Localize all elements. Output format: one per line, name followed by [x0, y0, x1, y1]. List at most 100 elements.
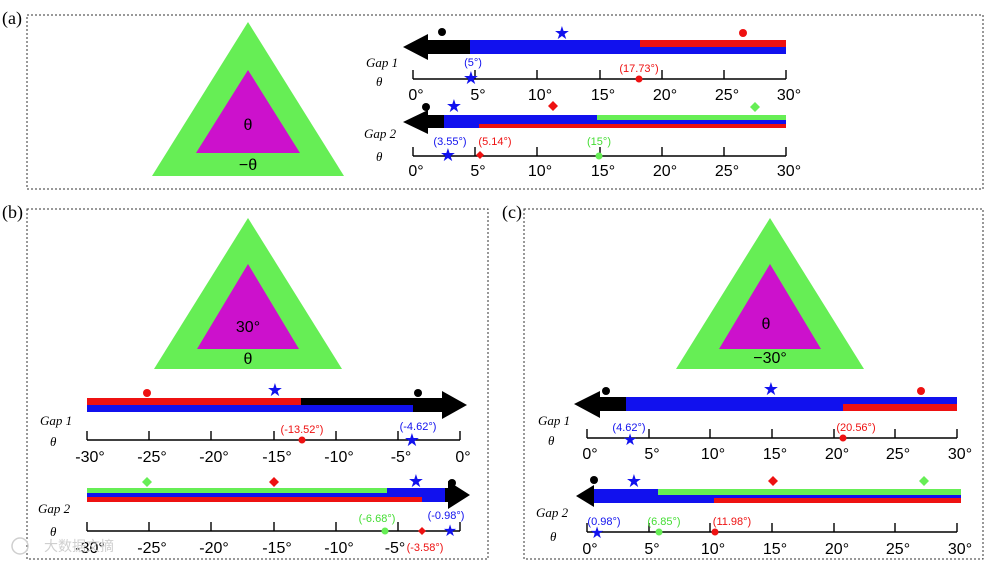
panel-c-gap2-theta: θ [550, 529, 557, 544]
panel-b-gap2-tick-0: -30° [75, 540, 105, 557]
svg-text:★: ★ [463, 68, 479, 88]
panel-a-gap2-tick-5: 25° [715, 163, 739, 180]
panel-a-gap1-tick-5: 25° [715, 87, 739, 104]
panel-b-gap1-theta: θ [50, 434, 57, 449]
panel-c-triangle: θ −30° [676, 218, 864, 369]
panel-a-gap1-tick-1: 5° [470, 87, 485, 104]
panel-a-gap1-tick-4: 20° [653, 87, 677, 104]
panel-c-gap1-tick-2: 10° [701, 446, 725, 463]
panel-c-gap2-tick-6: 30° [948, 541, 972, 558]
watermark: 大数据文摘 [11, 537, 114, 555]
panel-b-label: (b) [2, 202, 23, 223]
panel-b-gap2-ann-green: (-6.68°) [359, 513, 396, 525]
panel-b-gap1-tick-1: -25° [137, 449, 167, 466]
panel-c-gap1-tick-1: 5° [644, 446, 659, 463]
panel-c-gap1-theta: θ [548, 433, 555, 448]
panel-b-inner-label: 30° [236, 319, 260, 336]
panel-a-frame [26, 14, 984, 190]
panel-b-gap1-ann-blue: (-4.62°) [400, 421, 437, 433]
watermark-text: 大数据文摘 [44, 538, 114, 555]
panel-c-outer-label: −30° [753, 350, 787, 367]
panel-c-gap2: ★ Gap 2 θ (0.98°) ★ (6.85°) (11.98°) 0° … [536, 471, 972, 558]
panel-b-gap1-tick-3: -15° [262, 449, 292, 466]
svg-text:★: ★ [267, 380, 283, 400]
panel-b-gap1-tick-2: -20° [199, 449, 229, 466]
panel-a-gap1-ann-red: (17.73°) [619, 63, 658, 75]
panel-c-gap1-ann-red: (20.56°) [836, 422, 875, 434]
panel-a-gap2-ann-blue: (3.55°) [433, 136, 466, 148]
panel-a-gap2-tick-3: 15° [591, 163, 615, 180]
panel-b-gap2-tick-3: -15° [262, 540, 292, 557]
panel-a-gap1-ann-blue: (5°) [464, 57, 482, 69]
panel-a-gap2-label: Gap 2 [364, 126, 397, 141]
svg-text:★: ★ [440, 145, 456, 165]
svg-text:★: ★ [404, 430, 420, 450]
panel-a-gap2-ann-red: (5.14°) [478, 136, 511, 148]
panel-b-gap1: ★ Gap 1 θ (-13.52°) (-4.62°) ★ -30° -25°… [40, 380, 471, 466]
panel-b-gap2-theta: θ [50, 524, 57, 539]
panel-b-gap1-ann-red: (-13.52°) [281, 424, 324, 436]
panel-a-gap1-tick-0: 0° [408, 87, 423, 104]
panel-b-triangle: 30° θ [154, 218, 342, 369]
panel-b-outer-label: θ [244, 351, 253, 368]
panel-b-gap1-tick-4: -10° [324, 449, 354, 466]
panel-b-gap2-tick-1: -25° [137, 540, 167, 557]
svg-text:★: ★ [446, 96, 462, 116]
panel-c-gap2-tick-1: 5° [644, 541, 659, 558]
panel-c-gap2-ann-blue: (0.98°) [587, 516, 620, 528]
panel-b-gap1-tick-0: -30° [75, 449, 105, 466]
panel-b-gap2-ann-red: (-3.58°) [407, 542, 444, 554]
panel-c-inner-label: θ [762, 316, 771, 333]
panel-a-gap1-theta: θ [376, 74, 383, 89]
svg-text:★: ★ [443, 523, 457, 540]
panel-a-gap1: ★ Gap 1 θ (5°) ★ (17.73°) 0° 5° 10° 15° … [366, 23, 801, 104]
panel-a-gap2: ★ Gap 2 θ (3.55°) ★ (5.14°) (15°) 0° 5° … [364, 96, 801, 180]
panel-c-gap2-ann-green: (6.85°) [647, 516, 680, 528]
panel-a-gap1-tick-2: 10° [528, 87, 552, 104]
panel-a-gap2-tick-6: 30° [777, 163, 801, 180]
svg-text:★: ★ [554, 23, 570, 43]
panel-c-gap1-tick-0: 0° [582, 446, 597, 463]
panel-c-gap1-tick-3: 15° [763, 446, 787, 463]
panel-b-gap1-label: Gap 1 [40, 413, 72, 428]
panel-b-gap1-tick-6: 0° [455, 449, 470, 466]
panel-a-gap2-ann-green: (15°) [587, 136, 611, 148]
panel-a-gap2-tick-0: 0° [408, 163, 423, 180]
panel-b-gap2-tick-4: -10° [324, 540, 354, 557]
panel-c-gap1: ★ Gap 1 θ (4.62°) ★ (20.56°) 0° 5° 10° 1… [538, 379, 972, 463]
panel-c-gap2-tick-3: 15° [763, 541, 787, 558]
panel-c-gap1-tick-5: 25° [886, 446, 910, 463]
panel-a-gap2-tick-2: 10° [528, 163, 552, 180]
panel-c-gap2-tick-5: 25° [886, 541, 910, 558]
panel-b-gap2-tick-2: -20° [199, 540, 229, 557]
svg-text:★: ★ [590, 525, 604, 542]
panel-b-gap1-tick-5: -5° [391, 449, 412, 466]
panel-b-frame [26, 208, 489, 560]
panel-a-gap2-theta: θ [376, 149, 383, 164]
panel-c-gap2-tick-4: 20° [825, 541, 849, 558]
panel-b-gap2-tick-5: -5° [385, 540, 406, 557]
panel-c-gap1-tick-6: 30° [948, 446, 972, 463]
panel-a-label: (a) [2, 8, 22, 29]
svg-text:★: ★ [408, 471, 424, 491]
panel-c-label: (c) [502, 202, 522, 223]
panel-c-gap1-label: Gap 1 [538, 413, 570, 428]
svg-text:★: ★ [763, 379, 779, 399]
panel-b-gap2-ann-blue: (-0.98°) [428, 510, 465, 522]
svg-text:★: ★ [623, 432, 637, 449]
panel-a-gap1-tick-3: 15° [591, 87, 615, 104]
panel-a-gap2-tick-4: 20° [653, 163, 677, 180]
panel-c-gap1-ann-blue: (4.62°) [612, 422, 645, 434]
panel-c-gap2-tick-2: 10° [701, 541, 725, 558]
svg-text:★: ★ [626, 471, 642, 491]
panel-a-inner-label: θ [244, 117, 253, 134]
panel-c-gap2-label: Gap 2 [536, 505, 569, 520]
panel-c-gap1-tick-4: 20° [825, 446, 849, 463]
panel-b-gap2: ★ Gap 2 θ (-6.68°) (-0.98°) ★ (-3.58°) -… [38, 471, 470, 557]
panel-a-gap2-tick-1: 5° [470, 163, 485, 180]
panel-c-gap2-tick-0: 0° [582, 541, 597, 558]
panel-a-outer-label: −θ [239, 157, 257, 174]
panel-c-gap2-ann-red: (11.98°) [713, 516, 751, 528]
panel-a-gap1-label: Gap 1 [366, 55, 398, 70]
